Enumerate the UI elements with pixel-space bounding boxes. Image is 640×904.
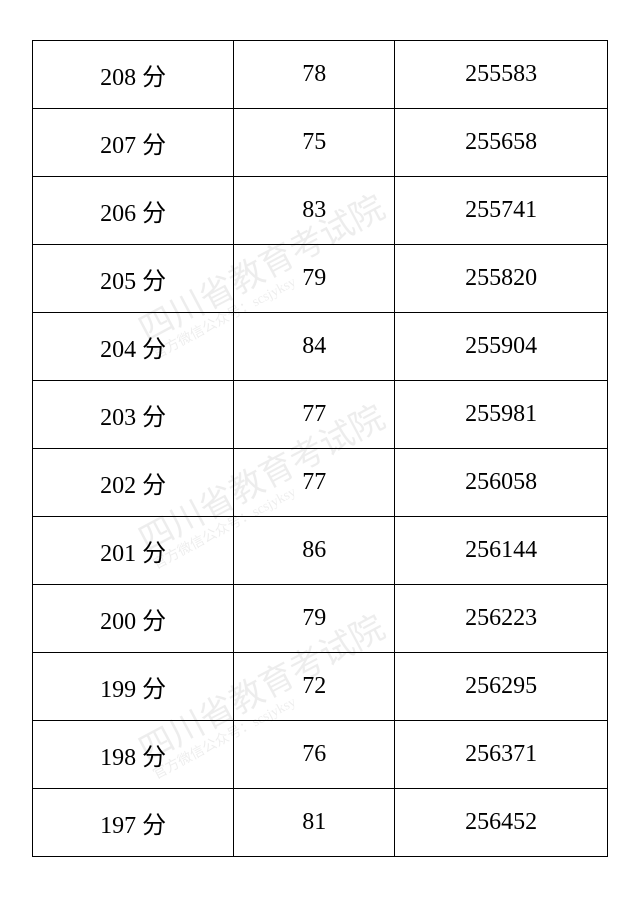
score-cell: 198 分	[33, 721, 234, 789]
count-cell: 83	[234, 177, 395, 245]
table-row: 207 分 75 255658	[33, 109, 608, 177]
cumulative-cell: 256452	[395, 789, 608, 857]
cumulative-cell: 256223	[395, 585, 608, 653]
score-cell: 205 分	[33, 245, 234, 313]
count-cell: 79	[234, 585, 395, 653]
table-row: 206 分 83 255741	[33, 177, 608, 245]
cumulative-cell: 255583	[395, 41, 608, 109]
score-cell: 206 分	[33, 177, 234, 245]
cumulative-cell: 256058	[395, 449, 608, 517]
count-cell: 81	[234, 789, 395, 857]
table-row: 203 分 77 255981	[33, 381, 608, 449]
count-cell: 77	[234, 381, 395, 449]
cumulative-cell: 255658	[395, 109, 608, 177]
count-cell: 84	[234, 313, 395, 381]
cumulative-cell: 255904	[395, 313, 608, 381]
count-cell: 77	[234, 449, 395, 517]
count-cell: 75	[234, 109, 395, 177]
table-row: 198 分 76 256371	[33, 721, 608, 789]
table-row: 204 分 84 255904	[33, 313, 608, 381]
table-row: 202 分 77 256058	[33, 449, 608, 517]
score-cell: 202 分	[33, 449, 234, 517]
cumulative-cell: 256295	[395, 653, 608, 721]
cumulative-cell: 255741	[395, 177, 608, 245]
score-cell: 197 分	[33, 789, 234, 857]
table-row: 199 分 72 256295	[33, 653, 608, 721]
count-cell: 76	[234, 721, 395, 789]
score-table-container: 208 分 78 255583 207 分 75 255658 206 分 83…	[0, 0, 640, 897]
score-cell: 203 分	[33, 381, 234, 449]
score-cell: 201 分	[33, 517, 234, 585]
table-row: 208 分 78 255583	[33, 41, 608, 109]
score-cell: 200 分	[33, 585, 234, 653]
table-row: 201 分 86 256144	[33, 517, 608, 585]
count-cell: 79	[234, 245, 395, 313]
score-cell: 199 分	[33, 653, 234, 721]
score-table: 208 分 78 255583 207 分 75 255658 206 分 83…	[32, 40, 608, 857]
cumulative-cell: 255820	[395, 245, 608, 313]
table-row: 197 分 81 256452	[33, 789, 608, 857]
count-cell: 72	[234, 653, 395, 721]
table-row: 205 分 79 255820	[33, 245, 608, 313]
count-cell: 86	[234, 517, 395, 585]
score-cell: 207 分	[33, 109, 234, 177]
count-cell: 78	[234, 41, 395, 109]
cumulative-cell: 255981	[395, 381, 608, 449]
score-cell: 204 分	[33, 313, 234, 381]
score-table-body: 208 分 78 255583 207 分 75 255658 206 分 83…	[33, 41, 608, 857]
cumulative-cell: 256371	[395, 721, 608, 789]
cumulative-cell: 256144	[395, 517, 608, 585]
table-row: 200 分 79 256223	[33, 585, 608, 653]
score-cell: 208 分	[33, 41, 234, 109]
